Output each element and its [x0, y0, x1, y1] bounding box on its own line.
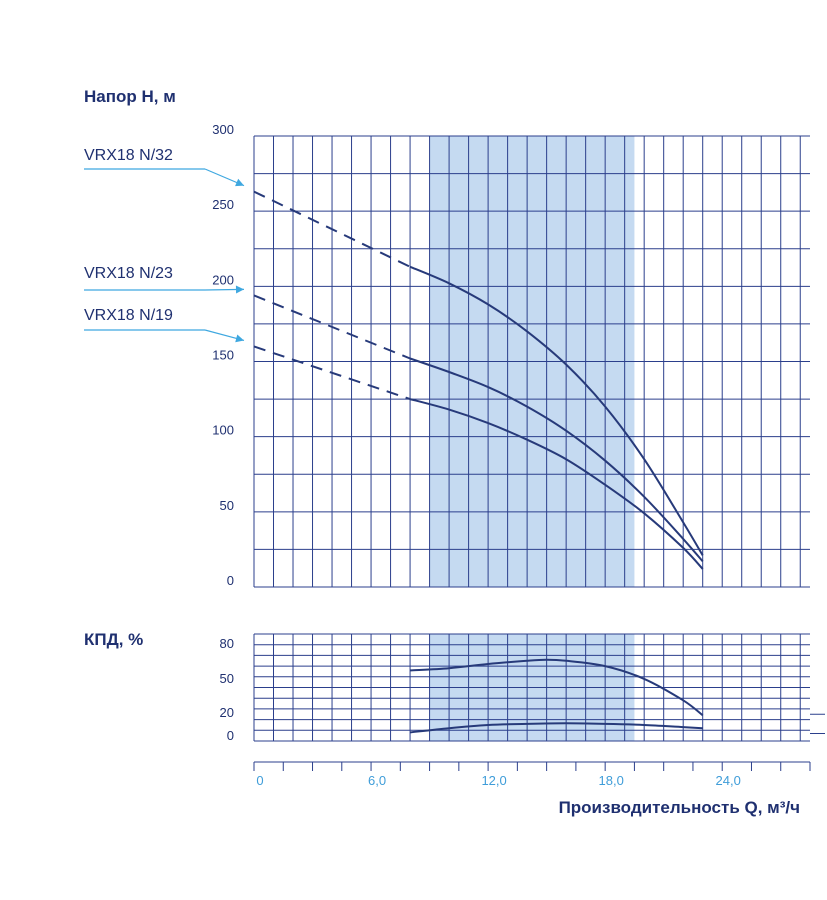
eff-ytick-label: 20: [220, 705, 234, 720]
head-ytick-label: 250: [212, 197, 234, 212]
chart-grid: [253, 135, 825, 771]
head-ytick-label: 200: [212, 272, 234, 287]
q-xtick-label: 12,0: [481, 773, 506, 788]
model-arrow-head: [235, 285, 244, 294]
head-curve-dashed-0: [253, 190, 411, 268]
eff-ytick-label: 80: [220, 636, 234, 651]
model-arrow-head: [235, 178, 244, 187]
head-axis-label: Напор H, м: [84, 87, 176, 106]
head-ytick-label: 150: [212, 348, 234, 363]
eff-ytick-label: 50: [220, 671, 234, 686]
model-label-n19: VRX18 N/19: [84, 307, 173, 324]
head-curve-1: [409, 357, 704, 563]
eff-axis-label: КПД, %: [84, 630, 143, 649]
highlight-bands: [429, 136, 635, 741]
head-curve-0: [409, 265, 704, 556]
head-ytick-label: 0: [227, 573, 234, 588]
chart-curves: [253, 190, 704, 734]
eff-curve-0: [410, 658, 704, 717]
head-curve-dashed-2: [253, 345, 411, 401]
head-ytick-label: 50: [220, 498, 234, 513]
model-label-n23: VRX18 N/23: [84, 265, 173, 282]
q-xtick-label: 18,0: [599, 773, 624, 788]
flow-axis-label: Производительность Q, м³/ч: [559, 798, 800, 817]
q-xtick-label: 24,0: [716, 773, 741, 788]
q-xtick-label: 6,0: [368, 773, 386, 788]
head-curve-dashed-1: [253, 294, 411, 360]
model-arrows: [84, 168, 245, 343]
eff-ytick-label: 0: [227, 728, 234, 743]
head-curve-2: [409, 398, 704, 570]
model-label-n32: VRX18 N/32: [84, 147, 173, 164]
head-ytick-label: 100: [212, 423, 234, 438]
model-arrow-head: [235, 334, 244, 343]
head-ytick-label: 300: [212, 122, 234, 137]
q-xtick-label: 0: [256, 773, 263, 788]
eff-curve-1: [409, 722, 703, 734]
